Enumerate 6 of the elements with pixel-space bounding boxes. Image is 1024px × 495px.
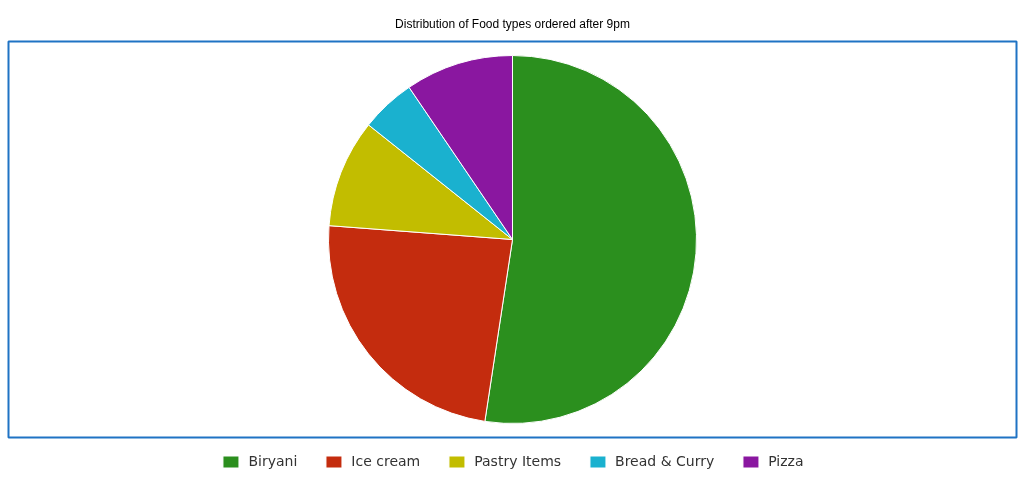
- legend-label: Pizza: [768, 453, 804, 469]
- legend-label: Bread & Curry: [615, 453, 715, 469]
- legend-label: Ice cream: [351, 453, 421, 469]
- chart-title: Distribution of Food types ordered after 9pm: [395, 16, 630, 31]
- legend-label: Biryani: [248, 453, 298, 469]
- legend-label: Pastry Items: [474, 453, 562, 469]
